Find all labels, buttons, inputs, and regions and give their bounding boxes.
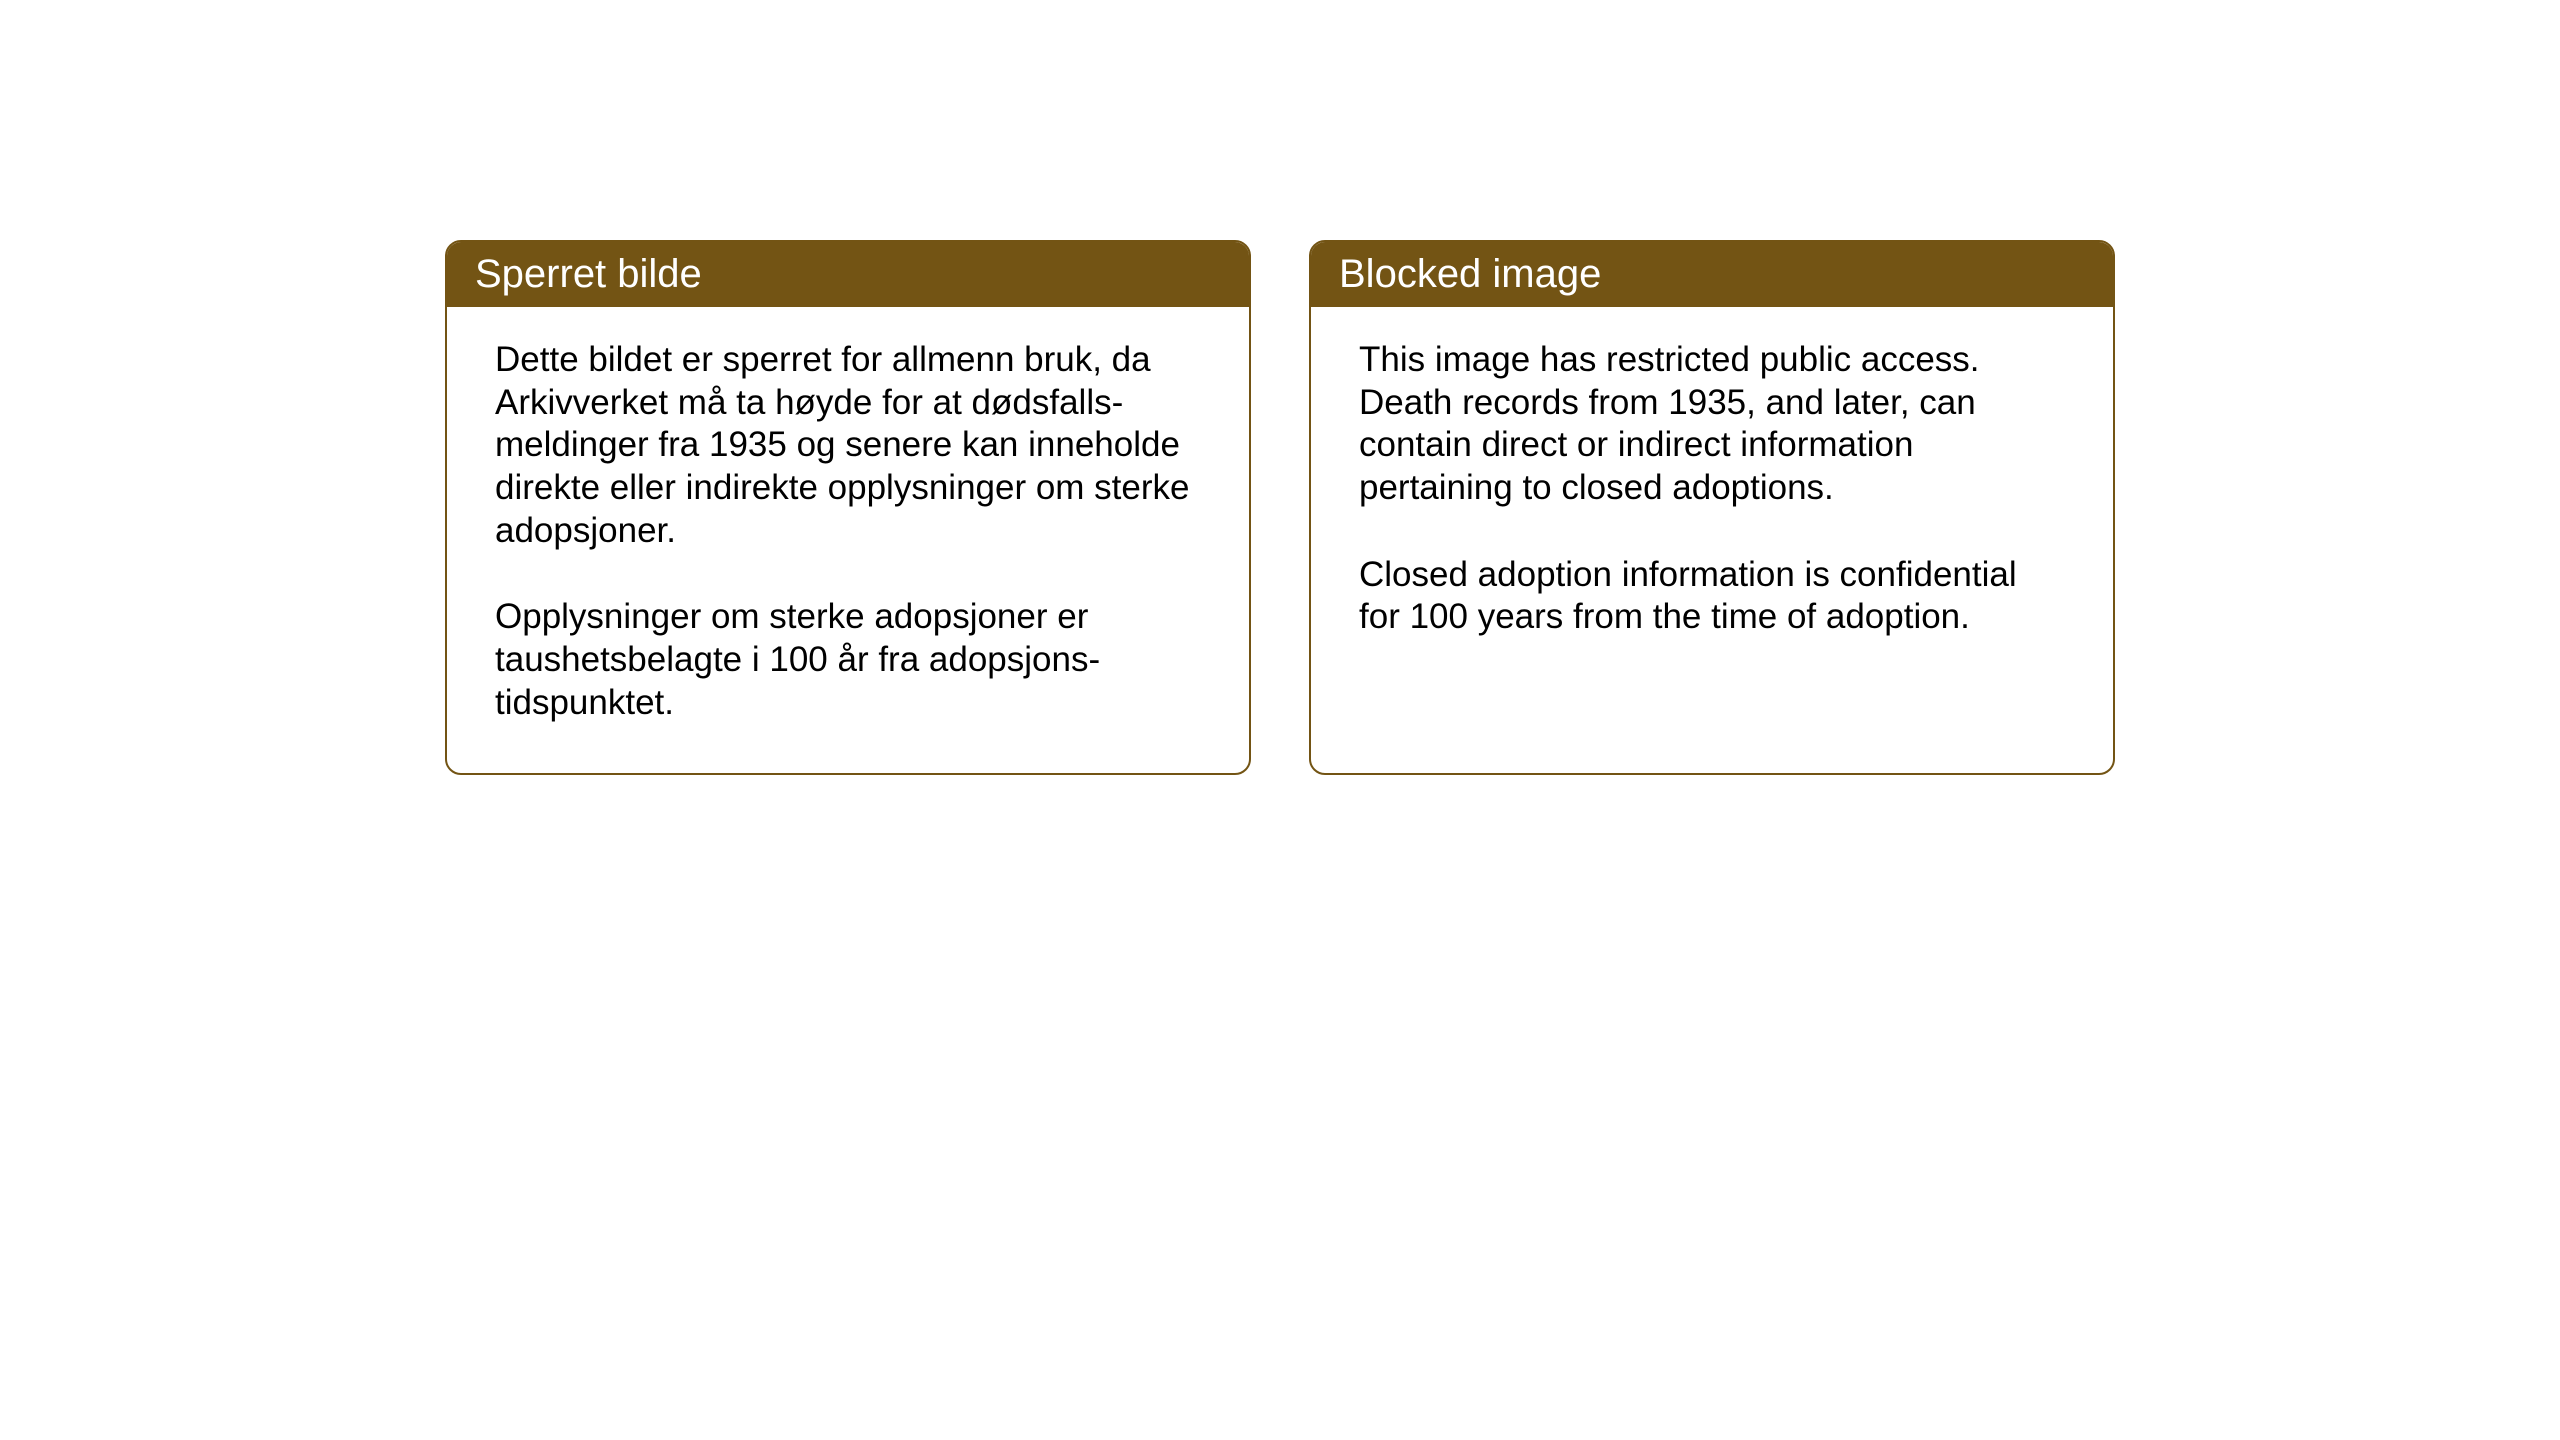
notice-paragraph-1-english: This image has restricted public access.…: [1359, 339, 2065, 510]
notice-paragraph-2-norwegian: Opplysninger om sterke adopsjoner er tau…: [495, 596, 1201, 724]
notice-paragraph-2-english: Closed adoption information is confident…: [1359, 554, 2065, 639]
notice-title-english: Blocked image: [1339, 252, 1601, 296]
notice-header-english: Blocked image: [1311, 242, 2113, 307]
notice-card-norwegian: Sperret bilde Dette bildet er sperret fo…: [445, 240, 1251, 775]
notice-card-english: Blocked image This image has restricted …: [1309, 240, 2115, 775]
notice-body-english: This image has restricted public access.…: [1311, 307, 2113, 687]
notice-title-norwegian: Sperret bilde: [475, 252, 702, 296]
notice-paragraph-1-norwegian: Dette bildet er sperret for allmenn bruk…: [495, 339, 1201, 552]
notice-container: Sperret bilde Dette bildet er sperret fo…: [445, 240, 2115, 775]
notice-body-norwegian: Dette bildet er sperret for allmenn bruk…: [447, 307, 1249, 773]
notice-header-norwegian: Sperret bilde: [447, 242, 1249, 307]
